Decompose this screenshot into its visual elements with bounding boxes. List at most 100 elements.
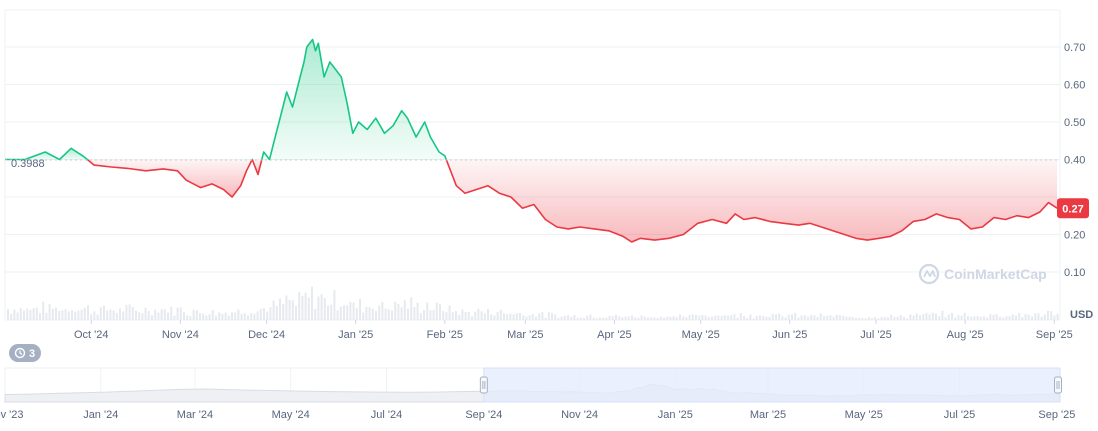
volume-bar <box>976 316 979 320</box>
volume-bar <box>1005 316 1008 320</box>
volume-bar <box>877 318 880 320</box>
volume-bar <box>253 313 256 320</box>
volume-bar <box>791 314 793 320</box>
volume-bar <box>845 316 848 320</box>
volume-bar <box>954 317 957 320</box>
price-line <box>5 38 1058 243</box>
volume-bar <box>112 310 115 320</box>
volume-bar <box>442 310 445 320</box>
volume-bar <box>346 305 349 320</box>
x-tick-label: Nov '24 <box>162 329 199 341</box>
volume-bar <box>733 314 736 320</box>
volume-bar <box>1021 317 1024 320</box>
volume-bar <box>599 317 601 320</box>
history-button[interactable]: 3 <box>9 344 41 362</box>
volume-bar <box>695 314 697 320</box>
navigator-left-handle[interactable] <box>479 376 488 394</box>
volume-bar <box>650 317 653 320</box>
volume-bar <box>567 315 569 320</box>
volume-bar <box>93 311 96 320</box>
volume-bar <box>458 314 461 320</box>
volume-bar <box>336 310 339 320</box>
volume-bar <box>896 316 899 320</box>
volume-bar <box>880 317 883 320</box>
volume-bar <box>784 317 787 320</box>
volume-bar <box>944 317 947 320</box>
volume-bar <box>480 311 483 320</box>
volume-bar <box>528 315 531 320</box>
volume-bar <box>202 313 205 320</box>
volume-bar <box>275 305 278 320</box>
volume-bar <box>659 316 662 320</box>
volume-bar <box>858 317 861 320</box>
volume-bar <box>381 301 384 320</box>
volume-bar <box>541 312 544 320</box>
navigator-selection[interactable] <box>483 367 1061 403</box>
volume-bar <box>688 315 691 320</box>
volume-bar <box>304 292 307 320</box>
volume-bar <box>474 311 477 320</box>
volume-bar <box>256 311 259 320</box>
volume-bar <box>179 307 182 320</box>
volume-bar <box>643 316 646 320</box>
current-price-badge-bg <box>1057 198 1089 219</box>
volume-bar <box>778 313 781 320</box>
volume-bar <box>352 302 355 320</box>
volume-bar <box>640 315 643 320</box>
volume-bar <box>298 291 301 320</box>
volume-bar <box>835 314 838 320</box>
volume-bar <box>720 315 723 320</box>
volume-bar <box>855 317 857 320</box>
volume-bar <box>701 314 704 320</box>
volume-bar <box>698 315 701 320</box>
volume-bar <box>407 308 409 320</box>
volume-bar <box>96 314 99 320</box>
volume-bar <box>506 314 509 320</box>
navigator-tick-label: Jan '25 <box>658 409 693 421</box>
volume-bar <box>887 317 889 320</box>
volume-bar <box>80 309 83 320</box>
volume-bar <box>355 307 358 320</box>
volume-bar <box>279 298 281 320</box>
volume-bar <box>144 307 147 320</box>
volume-bar <box>570 316 573 320</box>
volume-bar <box>106 310 109 320</box>
volume-bar <box>55 307 57 320</box>
volume-bar <box>883 316 886 320</box>
volume-bar <box>314 309 317 320</box>
volume-bar <box>730 315 733 320</box>
volume-bar <box>451 312 454 320</box>
handle-grip[interactable] <box>479 376 488 394</box>
volume-bar <box>48 303 51 320</box>
volume-bar <box>19 308 22 320</box>
volume-bar <box>1043 314 1046 320</box>
current-price-label: 0.27 <box>1062 203 1083 215</box>
volume-bar <box>615 314 617 320</box>
volume-bar <box>16 312 19 320</box>
line-segment-up <box>260 38 448 161</box>
x-tick-label: Sep '25 <box>1036 329 1073 341</box>
volume-bar <box>42 301 45 320</box>
y-axis: 0.70 0.60 0.50 0.40 0.20 0.10 <box>1064 42 1085 279</box>
volume-bar <box>400 307 403 320</box>
volume-bar <box>992 314 995 320</box>
volume-bar <box>573 314 576 320</box>
volume-bar <box>736 317 739 320</box>
volume-bar <box>295 305 297 320</box>
volume-bar <box>413 306 416 320</box>
volume-bar <box>752 318 755 320</box>
volume-bar <box>717 315 720 320</box>
volume-bar <box>800 315 803 320</box>
handle-grip[interactable] <box>1054 376 1062 394</box>
range-navigator[interactable]: Nov '23 Jan '24 Mar '24 May '24 Jul '24 Sep '… <box>0 367 1075 421</box>
volume-bar <box>595 318 598 320</box>
volume-bar <box>58 311 61 320</box>
x-tick-label: Dec '24 <box>248 329 285 341</box>
reference-price-label: 0.3988 <box>11 158 45 170</box>
volume-bar <box>151 315 153 320</box>
volume-bar <box>51 309 54 320</box>
volume-bar <box>848 316 851 320</box>
navigator-right-handle[interactable] <box>1054 376 1062 394</box>
volume-bar <box>557 317 560 320</box>
